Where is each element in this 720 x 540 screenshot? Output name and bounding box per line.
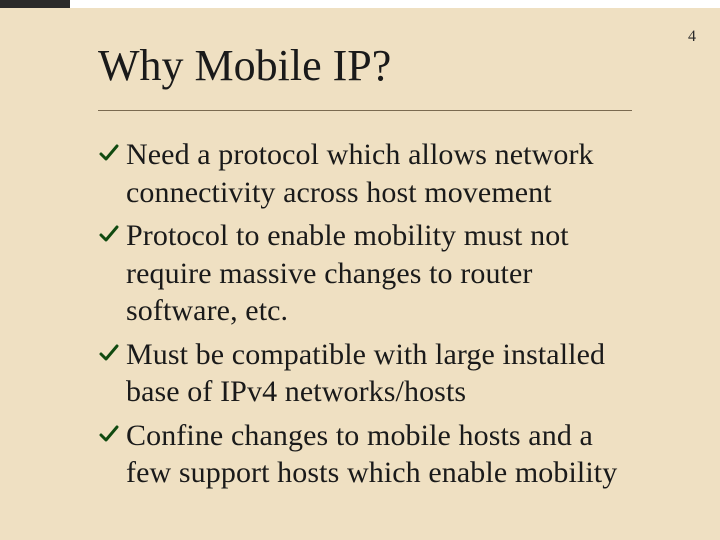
checkmark-icon <box>98 142 120 164</box>
slide-title: Why Mobile IP? <box>98 40 391 91</box>
checkmark-icon <box>98 423 120 445</box>
slide-body: Need a protocol which allows network con… <box>98 136 638 498</box>
bullet-text: Need a protocol which allows network con… <box>126 136 638 211</box>
bullet-text: Must be compatible with large installed … <box>126 336 638 411</box>
bullet-item: Must be compatible with large installed … <box>98 336 638 411</box>
bullet-text: Confine changes to mobile hosts and a fe… <box>126 417 638 492</box>
corner-accent <box>0 0 70 8</box>
bullet-item: Need a protocol which allows network con… <box>98 136 638 211</box>
checkmark-icon <box>98 223 120 245</box>
top-strip <box>0 0 720 8</box>
bullet-item: Confine changes to mobile hosts and a fe… <box>98 417 638 492</box>
bullet-item: Protocol to enable mobility must not req… <box>98 217 638 330</box>
slide: 4 Why Mobile IP? Need a protocol which a… <box>0 0 720 540</box>
title-underline <box>98 110 632 111</box>
bullet-text: Protocol to enable mobility must not req… <box>126 217 638 330</box>
page-number: 4 <box>688 28 696 46</box>
checkmark-icon <box>98 342 120 364</box>
